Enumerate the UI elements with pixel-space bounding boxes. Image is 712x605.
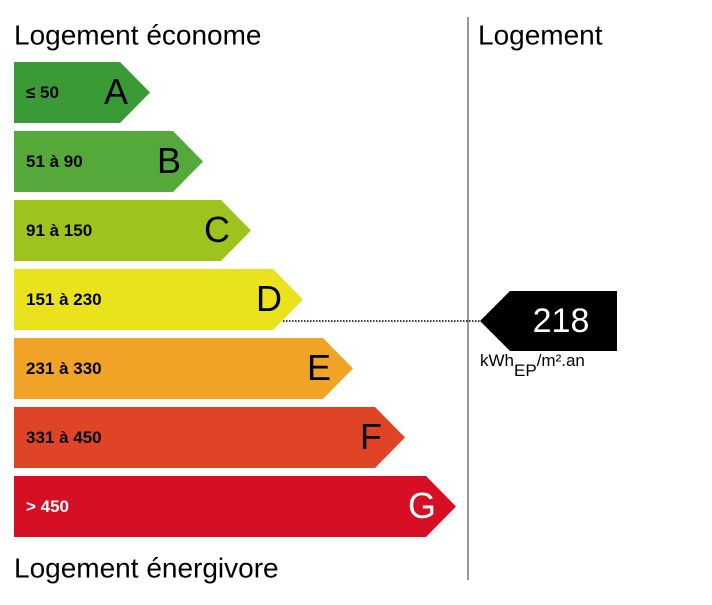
- unit-rest: /m².an: [537, 351, 585, 370]
- column-title: Logement: [478, 19, 603, 50]
- class-range: 331 à 450: [26, 428, 102, 447]
- indicator-value: 218: [533, 302, 590, 340]
- class-letter: E: [307, 347, 331, 388]
- class-bar: [14, 338, 353, 399]
- class-range: 231 à 330: [26, 359, 102, 378]
- class-range: 91 à 150: [26, 221, 92, 240]
- class-bar: [14, 62, 150, 123]
- class-bar: [14, 131, 203, 192]
- indicator-arrow: [480, 291, 617, 351]
- unit-main: kWh: [480, 351, 514, 370]
- class-range: ≤ 50: [26, 83, 59, 102]
- top-label: Logement économe: [14, 19, 262, 50]
- unit-sub: EP: [514, 361, 537, 380]
- class-letter: B: [157, 140, 181, 181]
- class-bar: [14, 200, 251, 261]
- class-letter: C: [204, 209, 230, 250]
- class-bar: [14, 269, 303, 330]
- class-range: 151 à 230: [26, 290, 102, 309]
- class-bar: [14, 407, 405, 468]
- class-range: 51 à 90: [26, 152, 83, 171]
- bottom-label: Logement énergivore: [14, 552, 279, 583]
- class-letter: A: [104, 71, 128, 112]
- class-bar: [14, 476, 456, 537]
- class-range: > 450: [26, 497, 69, 516]
- class-letter: F: [360, 416, 382, 457]
- class-letter: D: [256, 278, 282, 319]
- indicator-unit: kWhEP/m².an: [480, 351, 585, 380]
- class-letter: G: [408, 485, 436, 526]
